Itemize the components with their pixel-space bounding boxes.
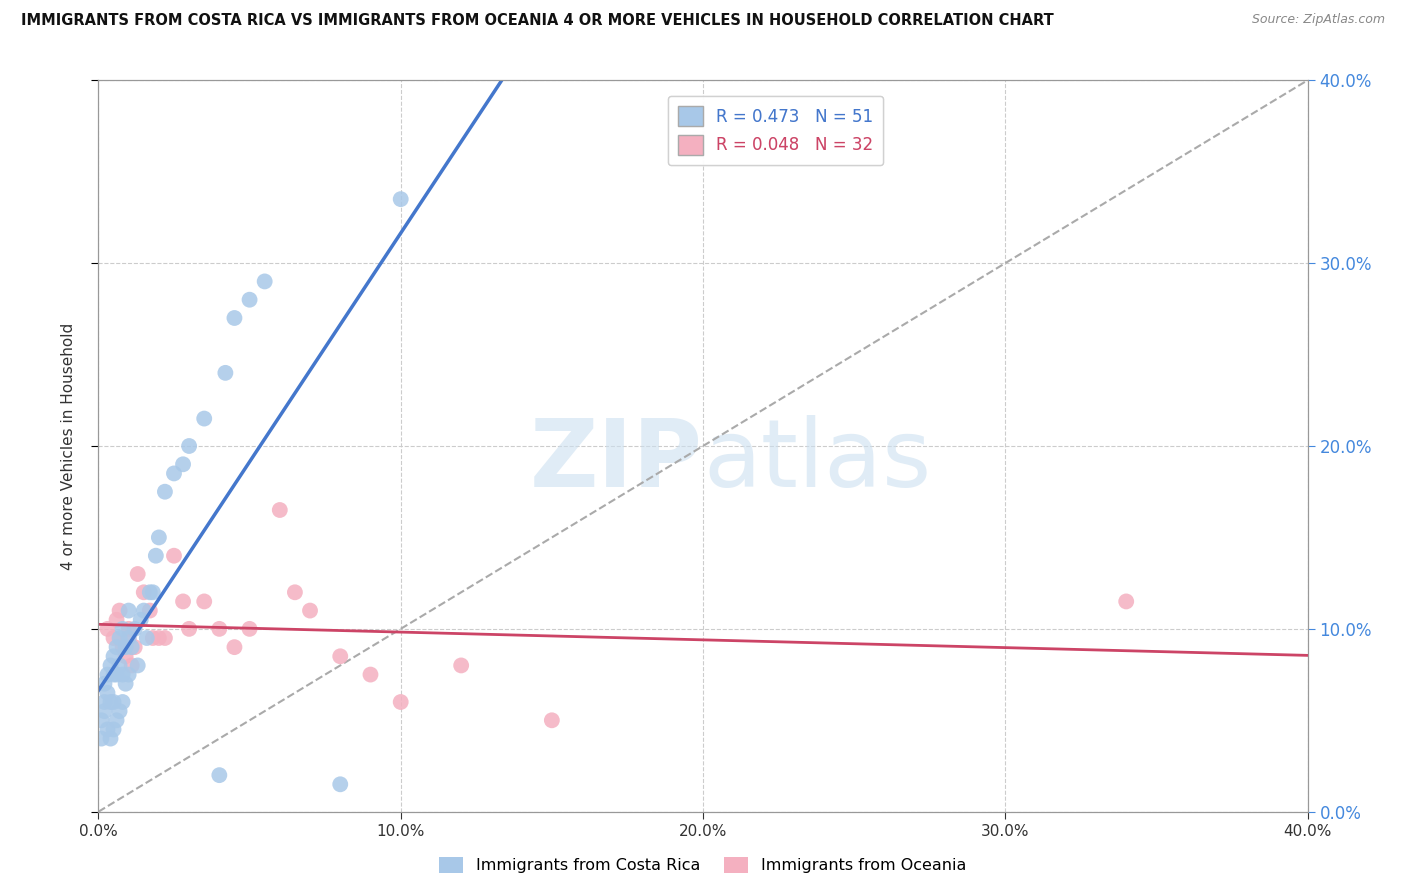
- Point: [360, 667, 382, 681]
- Point: [108, 658, 131, 673]
- Point: [111, 622, 134, 636]
- Point: [153, 484, 176, 499]
- Point: [121, 658, 143, 673]
- Point: [132, 585, 155, 599]
- Point: [96, 723, 118, 737]
- Point: [329, 649, 352, 664]
- Point: [239, 293, 262, 307]
- Point: [114, 640, 136, 655]
- Point: [105, 714, 128, 728]
- Point: [193, 594, 215, 608]
- Legend: Immigrants from Costa Rica, Immigrants from Oceania: Immigrants from Costa Rica, Immigrants f…: [433, 850, 973, 880]
- Point: [103, 667, 125, 681]
- Point: [540, 714, 562, 728]
- Point: [299, 603, 322, 617]
- Point: [96, 686, 118, 700]
- Point: [127, 658, 149, 673]
- Point: [100, 658, 122, 673]
- Point: [90, 731, 112, 746]
- Point: [105, 640, 128, 655]
- Point: [93, 676, 115, 690]
- Point: [127, 567, 149, 582]
- Point: [124, 622, 146, 636]
- Text: ZIP: ZIP: [530, 415, 703, 507]
- Point: [129, 613, 152, 627]
- Point: [114, 649, 136, 664]
- Point: [118, 667, 141, 681]
- Point: [93, 704, 115, 718]
- Point: [105, 667, 128, 681]
- Point: [450, 658, 472, 673]
- Point: [96, 622, 118, 636]
- Point: [284, 585, 307, 599]
- Point: [179, 439, 201, 453]
- Point: [118, 631, 141, 645]
- Point: [145, 549, 167, 563]
- Point: [108, 704, 131, 718]
- Text: IMMIGRANTS FROM COSTA RICA VS IMMIGRANTS FROM OCEANIA 4 OR MORE VEHICLES IN HOUS: IMMIGRANTS FROM COSTA RICA VS IMMIGRANTS…: [21, 13, 1054, 29]
- Point: [118, 622, 141, 636]
- Point: [90, 714, 112, 728]
- Point: [148, 530, 170, 544]
- Point: [111, 640, 134, 655]
- Point: [124, 640, 146, 655]
- Point: [142, 585, 165, 599]
- Point: [1115, 594, 1137, 608]
- Point: [224, 310, 246, 325]
- Point: [121, 640, 143, 655]
- Point: [118, 603, 141, 617]
- Point: [114, 676, 136, 690]
- Point: [253, 275, 276, 289]
- Point: [108, 631, 131, 645]
- Point: [208, 622, 231, 636]
- Text: Source: ZipAtlas.com: Source: ZipAtlas.com: [1251, 13, 1385, 27]
- Point: [193, 411, 215, 425]
- Point: [100, 731, 122, 746]
- Y-axis label: 4 or more Vehicles in Household: 4 or more Vehicles in Household: [60, 322, 76, 570]
- Point: [108, 603, 131, 617]
- Point: [111, 667, 134, 681]
- Point: [163, 549, 186, 563]
- Point: [103, 695, 125, 709]
- Point: [103, 723, 125, 737]
- Point: [269, 503, 291, 517]
- Point: [172, 594, 194, 608]
- Point: [389, 695, 412, 709]
- Point: [105, 613, 128, 627]
- Point: [329, 777, 352, 791]
- Point: [139, 585, 162, 599]
- Point: [172, 457, 194, 471]
- Point: [132, 603, 155, 617]
- Point: [148, 631, 170, 645]
- Point: [103, 649, 125, 664]
- Point: [111, 695, 134, 709]
- Point: [96, 667, 118, 681]
- Point: [208, 768, 231, 782]
- Point: [163, 467, 186, 481]
- Point: [214, 366, 236, 380]
- Point: [93, 695, 115, 709]
- Point: [100, 695, 122, 709]
- Point: [239, 622, 262, 636]
- Point: [224, 640, 246, 655]
- Point: [389, 192, 412, 206]
- Text: atlas: atlas: [703, 415, 931, 507]
- Legend: R = 0.473   N = 51, R = 0.048   N = 32: R = 0.473 N = 51, R = 0.048 N = 32: [668, 96, 883, 165]
- Point: [103, 631, 125, 645]
- Point: [139, 603, 162, 617]
- Point: [135, 631, 157, 645]
- Point: [118, 631, 141, 645]
- Point: [179, 622, 201, 636]
- Point: [153, 631, 176, 645]
- Point: [142, 631, 165, 645]
